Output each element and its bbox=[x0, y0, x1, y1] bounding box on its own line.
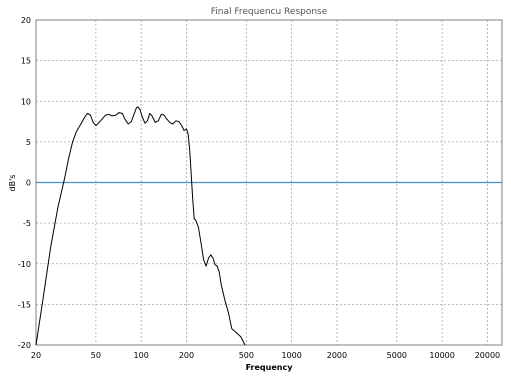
series-lines bbox=[35, 106, 246, 346]
y-tick-label: -5 bbox=[23, 219, 31, 228]
x-tick-label: 10000 bbox=[429, 351, 454, 360]
x-tick-label: 1000 bbox=[281, 351, 301, 360]
y-tick-label: 15 bbox=[21, 57, 31, 66]
y-tick-label: 5 bbox=[26, 138, 31, 147]
x-tick-label: 500 bbox=[239, 351, 254, 360]
y-tick-label: -20 bbox=[18, 341, 31, 350]
y-tick-label: -10 bbox=[18, 260, 31, 269]
x-axis-ticks: 20 50 100 200 500 1000 2000 5000 10000 20000 bbox=[31, 351, 500, 360]
x-tick-label: 20 bbox=[31, 351, 41, 360]
x-tick-label: 200 bbox=[179, 351, 194, 360]
x-tick-label: 5000 bbox=[387, 351, 407, 360]
y-tick-label: -15 bbox=[18, 300, 31, 309]
chart-title: Final Frequencu Response bbox=[211, 7, 328, 17]
y-tick-label: 0 bbox=[26, 179, 31, 188]
y-tick-label: 20 bbox=[21, 16, 31, 25]
x-tick-label: 2000 bbox=[327, 351, 347, 360]
x-axis-title: Frequency bbox=[246, 363, 294, 372]
y-tick-label: 10 bbox=[21, 97, 31, 106]
x-tick-label: 50 bbox=[91, 351, 101, 360]
x-tick-label: 20000 bbox=[475, 351, 500, 360]
y-axis-title: dB's bbox=[8, 175, 17, 192]
y-axis-ticks: 20 15 10 5 0 -5 -10 -15 -20 bbox=[18, 16, 31, 350]
response-curve bbox=[35, 106, 246, 346]
x-tick-label: 100 bbox=[134, 351, 149, 360]
